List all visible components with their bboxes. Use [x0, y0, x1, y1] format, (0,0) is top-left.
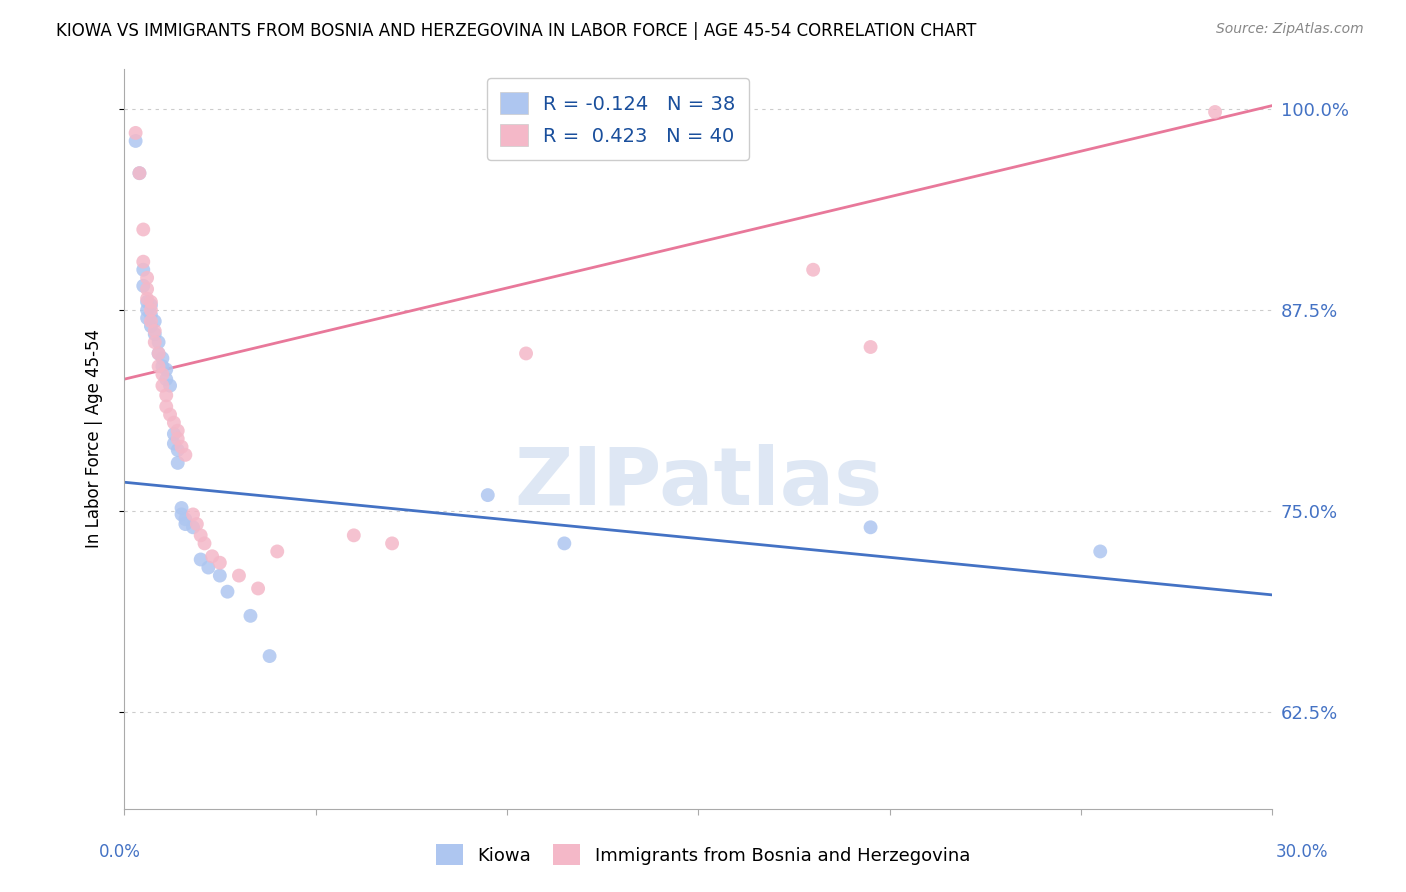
Point: [170, 508, 193, 522]
Text: 0.0%: 0.0%: [98, 843, 141, 861]
Point: [128, 166, 150, 180]
Point: [155, 372, 177, 386]
Point: [132, 262, 155, 277]
Point: [148, 359, 170, 374]
Point: [163, 426, 186, 441]
Point: [247, 582, 270, 596]
Point: [152, 368, 174, 382]
Point: [166, 424, 188, 438]
Legend: R = -0.124   N = 38, R =  0.423   N = 40: R = -0.124 N = 38, R = 0.423 N = 40: [486, 78, 749, 160]
Point: [152, 351, 174, 366]
Point: [239, 608, 262, 623]
Point: [163, 436, 186, 450]
Point: [136, 311, 159, 326]
Point: [208, 556, 231, 570]
Point: [515, 346, 537, 360]
Text: ZIPatlas: ZIPatlas: [515, 444, 883, 522]
Point: [124, 134, 146, 148]
Point: [139, 319, 162, 334]
Point: [132, 254, 155, 268]
Point: [159, 408, 181, 422]
Point: [143, 327, 166, 342]
Point: [132, 222, 155, 236]
Point: [155, 400, 177, 414]
Point: [136, 292, 159, 306]
Point: [136, 303, 159, 318]
Text: KIOWA VS IMMIGRANTS FROM BOSNIA AND HERZEGOVINA IN LABOR FORCE | AGE 45-54 CORRE: KIOWA VS IMMIGRANTS FROM BOSNIA AND HERZ…: [56, 22, 977, 40]
Point: [174, 517, 197, 532]
Point: [1204, 105, 1226, 120]
Point: [159, 378, 181, 392]
Point: [217, 584, 239, 599]
Point: [197, 560, 219, 574]
Point: [381, 536, 404, 550]
Point: [152, 378, 174, 392]
Y-axis label: In Labor Force | Age 45-54: In Labor Force | Age 45-54: [86, 329, 103, 549]
Point: [143, 335, 166, 350]
Point: [139, 303, 162, 318]
Point: [477, 488, 499, 502]
Point: [139, 298, 162, 312]
Point: [148, 346, 170, 360]
Point: [148, 346, 170, 360]
Point: [163, 416, 186, 430]
Point: [166, 456, 188, 470]
Legend: Kiowa, Immigrants from Bosnia and Herzegovina: Kiowa, Immigrants from Bosnia and Herzeg…: [427, 835, 979, 874]
Point: [139, 308, 162, 322]
Point: [170, 500, 193, 515]
Point: [801, 262, 824, 277]
Point: [553, 536, 575, 550]
Point: [174, 512, 197, 526]
Point: [859, 520, 882, 534]
Point: [136, 282, 159, 296]
Point: [143, 324, 166, 338]
Point: [343, 528, 366, 542]
Point: [190, 552, 212, 566]
Point: [136, 270, 159, 285]
Point: [155, 388, 177, 402]
Point: [155, 362, 177, 376]
Point: [139, 314, 162, 328]
Point: [152, 359, 174, 374]
Point: [166, 443, 188, 458]
Text: 30.0%: 30.0%: [1275, 843, 1329, 861]
Point: [139, 294, 162, 309]
Point: [181, 508, 204, 522]
Point: [132, 278, 155, 293]
Point: [143, 314, 166, 328]
Point: [266, 544, 288, 558]
Point: [170, 440, 193, 454]
Point: [259, 649, 281, 664]
Point: [174, 448, 197, 462]
Point: [201, 549, 224, 564]
Point: [208, 568, 231, 582]
Point: [190, 528, 212, 542]
Point: [859, 340, 882, 354]
Point: [193, 536, 215, 550]
Point: [166, 432, 188, 446]
Point: [128, 166, 150, 180]
Point: [148, 335, 170, 350]
Text: Source: ZipAtlas.com: Source: ZipAtlas.com: [1216, 22, 1364, 37]
Point: [181, 520, 204, 534]
Point: [186, 517, 208, 532]
Point: [1090, 544, 1112, 558]
Point: [124, 126, 146, 140]
Point: [228, 568, 250, 582]
Point: [136, 294, 159, 309]
